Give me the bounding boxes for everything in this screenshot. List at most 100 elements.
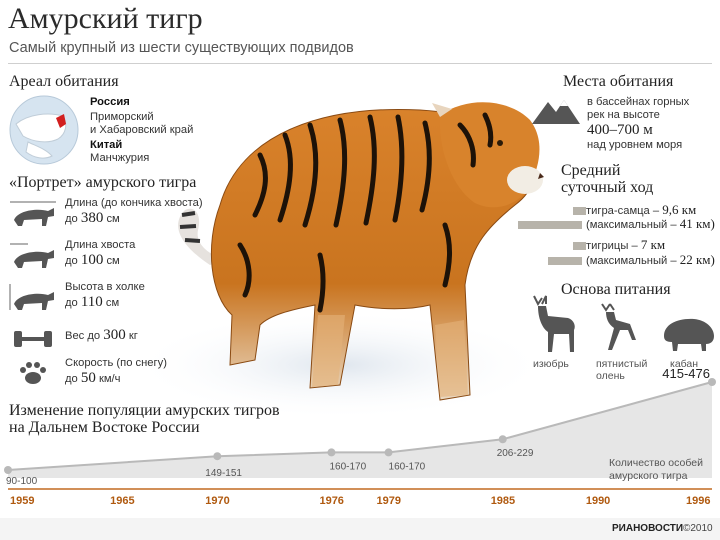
range-heading: Ареал обитания [9, 73, 119, 90]
page-title: Амурский тигр [8, 2, 203, 35]
axis-tick-1976: 1976 [319, 495, 343, 507]
mountain-icon [532, 100, 580, 124]
length-prefix: до [65, 213, 81, 225]
tiger-illustration [140, 102, 550, 420]
population-point-1985 [498, 435, 507, 444]
female-label: тигрицы – [586, 240, 641, 252]
population-point-1979 [384, 448, 393, 457]
population-point-1959 [4, 466, 12, 474]
axis-tick-1985: 1985 [491, 495, 515, 507]
range-country-russia: Россия [90, 96, 130, 108]
length-value: 380 [80, 210, 104, 226]
population-note-1: Количество особей [609, 457, 703, 469]
population-label-1996: 415-476 [662, 366, 710, 381]
height-label: Высота в холке [65, 281, 145, 293]
population-heading-2: на Дальнем Востоке России [9, 419, 200, 436]
tiger-tail-icon [10, 243, 54, 268]
weight-value: 300 [103, 327, 126, 343]
population-label-1959: 90-100 [6, 476, 38, 487]
male-max-line: (максимальный – 41 км) [586, 217, 715, 233]
population-label-1970: 149-151 [205, 468, 242, 479]
habitat-heading: Места обитания [563, 73, 674, 90]
tail-prefix: до [65, 255, 81, 267]
spotted-deer-icon [601, 303, 636, 350]
axis-tick-1965: 1965 [110, 495, 134, 507]
tiger-front-leg [435, 320, 468, 397]
population-point-1970 [213, 452, 222, 461]
population-area [8, 382, 712, 478]
speed-label: Скорость (по снегу) [65, 357, 167, 369]
height-prefix: до [65, 297, 81, 309]
brand-logo: РИАНОВОСТИ [612, 523, 684, 534]
population-chart: 90-100 149-151 160-170 160-170 206-229 415-47… [4, 366, 716, 507]
tail-stripes [179, 211, 201, 243]
male-max-value: 41 км) [679, 216, 715, 231]
male-max-bar [518, 221, 582, 229]
tiger-length-icon [10, 201, 56, 226]
portrait-row-height: Высота в холке до 110 см [8, 280, 218, 320]
boar-icon [664, 318, 714, 351]
portrait-row-tail: Длина хвоста до 100 см [8, 238, 218, 278]
food-label-deer: изюбрь [533, 358, 569, 370]
weight-label: Вес до [65, 330, 104, 342]
female-label-line: тигрицы – 7 км [586, 238, 665, 254]
tiger-tail [178, 208, 225, 265]
female-max-value: 22 км) [679, 252, 715, 267]
axis-tick-1990: 1990 [586, 495, 610, 507]
population-heading-1: Изменение популяции амурских тигров [9, 402, 280, 419]
female-value: 7 км [640, 237, 666, 252]
tiger-nose [538, 173, 544, 179]
deer-icon [533, 295, 575, 352]
population-label-1976: 160-170 [329, 461, 366, 472]
habitat-line1: в бассейнах горных [587, 96, 690, 108]
tiger-back-leg [312, 315, 345, 387]
length-unit: см [103, 213, 120, 225]
female-max-line: (максимальный – 22 км) [586, 253, 715, 269]
axis-tick-1996: 1996 [686, 495, 710, 507]
habitat-line2: рек на высоте [587, 109, 660, 121]
speed-prefix: до [65, 373, 81, 385]
population-label-1985: 206-229 [497, 448, 534, 459]
axis-tick-1970: 1970 [205, 495, 229, 507]
globe-icon [9, 95, 79, 165]
portrait-heading: «Портрет» амурского тигра [9, 174, 197, 191]
female-max-bar [548, 257, 582, 265]
range-region-1: Приморский [90, 111, 154, 123]
length-label: Длина (до кончика хвоста) [65, 197, 203, 209]
population-line [7, 381, 713, 471]
male-max-label: (максимальный – [586, 219, 680, 231]
tail-value: 100 [80, 252, 104, 268]
food-label-boar: кабан [670, 358, 699, 370]
daily-heading-1: Средний [561, 162, 621, 179]
tiger-muzzle [507, 166, 543, 194]
footer-bar [0, 518, 720, 540]
paw-icon [20, 362, 46, 384]
portrait-row-length: Длина (до кончика хвоста) до 380 см [8, 196, 218, 236]
daily-heading-2: суточный ход [561, 179, 654, 196]
tiger-height-icon [9, 284, 54, 310]
copyright: ©2010 [683, 523, 713, 534]
male-avg-bar [573, 207, 586, 215]
height-unit: см [102, 297, 120, 309]
tiger-ear [432, 103, 452, 117]
barbell-icon [14, 331, 52, 347]
population-label-1979: 160-170 [389, 461, 426, 472]
food-label-spotted-deer: пятнистый олень [596, 358, 648, 382]
male-label: тигра-самца – [586, 205, 663, 217]
population-note-2: амурского тигра [609, 470, 688, 482]
range-country-china: Китай [90, 139, 123, 151]
axis-tick-1979: 1979 [377, 495, 401, 507]
tail-label: Длина хвоста [65, 239, 136, 251]
population-point-1976 [327, 448, 336, 457]
header-divider [8, 63, 712, 64]
page-subtitle: Самый крупный из шести существующих подв… [9, 40, 354, 56]
tiger-stripes [237, 112, 494, 313]
tiger-eye [497, 140, 503, 146]
female-avg-bar [573, 242, 586, 250]
speed-unit: км/ч [95, 373, 121, 385]
food-heading: Основа питания [561, 281, 671, 298]
habitat-line3: над уровнем моря [587, 139, 683, 151]
population-point-1996 [708, 378, 716, 386]
male-value: 9,6 км [662, 202, 697, 217]
